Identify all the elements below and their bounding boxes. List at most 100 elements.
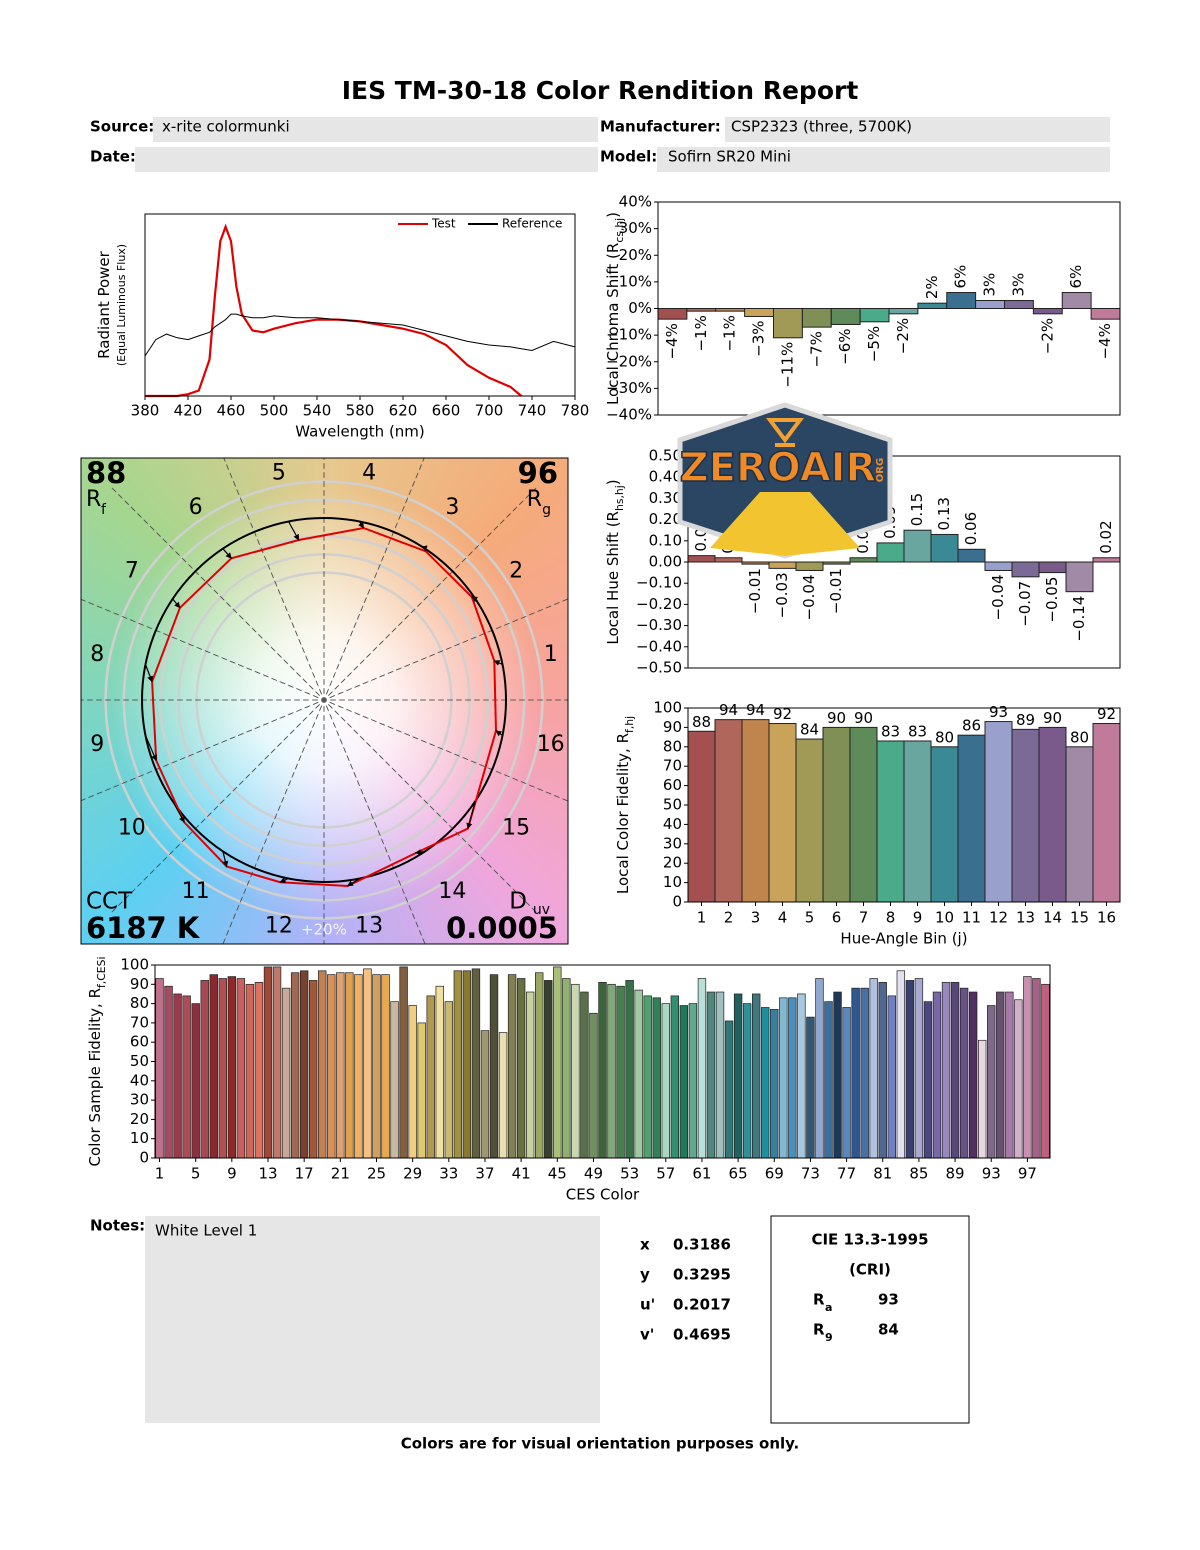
- value-label: 92: [1097, 705, 1116, 723]
- bar: [905, 980, 915, 1159]
- bin-label: 10: [118, 815, 146, 840]
- y-tick-label: 30: [663, 834, 682, 852]
- value-label: −2%: [1038, 318, 1056, 354]
- bar: [878, 982, 887, 1159]
- x-tick-label: 500: [260, 402, 289, 420]
- x-tick-label: 17: [295, 1165, 314, 1183]
- bar: [914, 978, 924, 1159]
- shift-arrow: [279, 877, 289, 883]
- bin-label: 3: [445, 495, 459, 520]
- y-tick-label: 10: [663, 873, 682, 891]
- value-label: 89: [1016, 711, 1035, 729]
- bar: [788, 997, 797, 1159]
- bin-label: 8: [90, 642, 104, 667]
- value-label: −4%: [1096, 323, 1114, 359]
- bar: [1061, 292, 1092, 309]
- x-tick-label: 53: [620, 1165, 639, 1183]
- bar: [498, 1032, 508, 1159]
- x-tick-label: 580: [346, 402, 375, 420]
- y-tick-label: −10%: [606, 326, 652, 344]
- value-label-bg: [959, 718, 984, 733]
- bar: [687, 730, 716, 903]
- x-tick-label: 4: [778, 909, 788, 927]
- value-label: 90: [1043, 709, 1062, 727]
- x-tick-label: 21: [331, 1165, 350, 1183]
- y-tick-label: 20: [663, 854, 682, 872]
- bar: [888, 308, 919, 315]
- bar: [744, 308, 774, 317]
- value-label: −0.01: [746, 568, 764, 614]
- bar: [1023, 976, 1032, 1159]
- x-tick-label: 57: [656, 1165, 675, 1183]
- bar: [996, 991, 1005, 1159]
- x-tick-label: 33: [439, 1165, 458, 1183]
- x-tick-label: 15: [1070, 909, 1089, 927]
- y-tick-label: −0.30: [636, 616, 682, 634]
- bar: [833, 991, 842, 1159]
- bar: [191, 1003, 200, 1159]
- bar: [860, 987, 869, 1159]
- bar: [381, 974, 390, 1159]
- value-label: 90: [854, 709, 873, 727]
- value-label: −0.07: [1016, 581, 1034, 627]
- bar: [770, 1009, 779, 1159]
- x-tick-label: 85: [909, 1165, 928, 1183]
- bar: [957, 548, 986, 563]
- bar: [200, 980, 209, 1159]
- bar: [984, 561, 1013, 571]
- y-tick-label: 0.20: [649, 510, 682, 528]
- bar: [245, 983, 255, 1159]
- y-tick-label: 10: [130, 1129, 149, 1147]
- cri-symbol: R: [813, 1291, 825, 1309]
- value-label: 0.13: [935, 497, 953, 530]
- bar: [544, 980, 553, 1159]
- y-tick-label: 20%: [619, 246, 652, 264]
- x-tick-label: 1: [155, 1165, 165, 1183]
- field-value: CSP2323 (three, 5700K): [731, 118, 912, 136]
- x-tick-label: 460: [217, 402, 246, 420]
- bar: [686, 308, 717, 312]
- bar: [657, 308, 688, 320]
- bar: [984, 721, 1013, 903]
- bar: [930, 533, 959, 563]
- bar: [182, 995, 191, 1159]
- x-tick-label: 10: [935, 909, 954, 927]
- series-line: [144, 313, 576, 357]
- y-axis-note: (Equal Luminous Flux): [115, 244, 128, 366]
- logo-icon: [766, 418, 804, 447]
- bar: [822, 561, 851, 565]
- y-tick-label: 50: [130, 1052, 149, 1070]
- bar: [688, 1003, 698, 1159]
- y-tick-label: 0.10: [649, 531, 682, 549]
- x-tick-label: 740: [518, 402, 547, 420]
- x-tick-label: 620: [389, 402, 418, 420]
- y-axis-label-part: f,CESi: [95, 957, 108, 988]
- bar: [417, 1022, 426, 1159]
- duv-value: 0.0005: [446, 911, 558, 945]
- bar: [218, 978, 227, 1159]
- bin-label: 4: [362, 460, 376, 485]
- chromaticity-value: 0.4695: [673, 1326, 731, 1344]
- shift-arrow: [144, 735, 157, 762]
- bar: [209, 974, 218, 1159]
- bar: [571, 983, 580, 1159]
- y-tick-label: 70: [130, 1013, 149, 1031]
- bin-label: 13: [355, 914, 383, 939]
- bar: [903, 529, 932, 563]
- y-tick-label: 0: [672, 893, 682, 911]
- bar: [589, 1012, 598, 1159]
- bar: [580, 991, 589, 1159]
- bar: [1011, 728, 1040, 903]
- report-title: IES TM-30-18 Color Rendition Report: [342, 76, 859, 105]
- y-axis-label-part: Radiant Power: [95, 250, 113, 359]
- bar: [741, 719, 770, 903]
- bar: [372, 974, 381, 1159]
- y-axis-label: Local Chroma Shift (Rcs,hj): [604, 212, 626, 405]
- bar: [516, 978, 526, 1159]
- y-axis-label-part: cs,hj: [613, 218, 626, 243]
- series-line: [145, 223, 523, 398]
- value-label: 83: [881, 722, 900, 740]
- bar: [254, 982, 264, 1159]
- bar: [869, 978, 878, 1159]
